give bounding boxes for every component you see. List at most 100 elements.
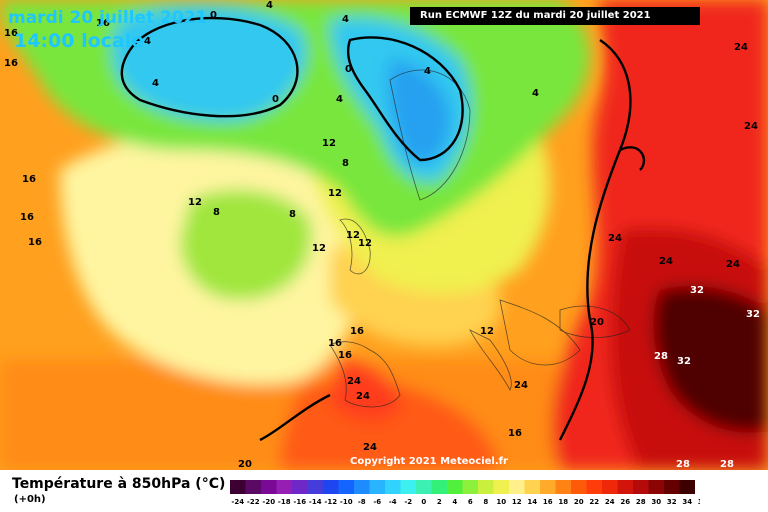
contour-label: 4 [532,88,539,99]
coastline-italy [469,329,512,391]
scale-tick-label: -10 [340,498,353,506]
scale-swatch [509,480,525,494]
scale-swatch [338,480,354,494]
contour-label: 8 [213,207,220,218]
contour-label: 24 [744,121,758,132]
contour-label: 4 [152,78,159,89]
contour-label: 24 [363,442,377,453]
contour-label: 0 [210,10,217,21]
scale-swatch [400,480,416,494]
scale-swatch [478,480,494,494]
contour-label: 24 [726,259,740,270]
contour-label: 12 [188,197,202,208]
contour-label: 16 [20,212,34,223]
scale-swatch [447,480,463,494]
contour-label: 4 [336,94,343,105]
contour-label: 12 [322,138,336,149]
scale-tick-label: 2 [437,498,442,506]
contour-label: 16 [96,18,110,29]
scale-swatch [462,480,478,494]
scale-swatch [276,480,292,494]
contour-label: 12 [312,243,326,254]
contour-label: 20 [590,317,604,328]
contour-label: 28 [654,351,668,362]
contour-label: 12 [328,188,342,199]
scale-swatch [493,480,509,494]
scale-tick-label: 36 [698,498,700,506]
legend-title: Température à 850hPa (°C) [12,476,226,492]
isotherm-twenty-caspian [619,146,646,171]
scale-swatch [354,480,370,494]
scale-swatch [245,480,261,494]
temperature-map: 0 4 16 16 4 0 4 4 4 4 0 4 12 8 12 8 8 12… [0,0,768,470]
contour-label: 16 [338,350,352,361]
contour-label: 12 [358,238,372,249]
run-banner: Run ECMWF 12Z du mardi 20 juillet 2021 [410,7,700,25]
contour-label: 4 [424,66,431,77]
scale-swatch [571,480,587,494]
scale-tick-label: -2 [404,498,412,506]
scale-swatch [617,480,633,494]
scale-tick-label: 30 [651,498,661,506]
scale-swatch [664,480,680,494]
contour-label: 16 [28,237,42,248]
contour-label: 12 [346,230,360,241]
scale-tick-label: 8 [483,498,488,506]
scale-swatch [416,480,432,494]
scale-swatch [555,480,571,494]
contour-label: 8 [342,158,349,169]
contour-label: 16 [4,58,18,69]
scale-swatch [679,480,695,494]
contour-label: 16 [508,428,522,439]
legend-subtitle: (+0h) [14,494,46,505]
scale-tick-label: 16 [543,498,553,506]
scale-swatch [369,480,385,494]
isotherm-twenty-east [558,39,632,441]
temp-zone-atlantic-green [180,189,312,300]
scale-tick-label: 28 [636,498,646,506]
scale-tick-label: 34 [682,498,692,506]
contour-label: 4 [266,0,273,11]
scale-swatch [307,480,323,494]
contour-label: 16 [22,174,36,185]
temp-zone-coldest-scandinavia [388,60,450,163]
scale-tick-label: -20 [262,498,275,506]
coastline-iberia [329,341,401,408]
scale-swatch [230,480,246,494]
coastline-balkans [499,299,581,366]
scale-swatch [385,480,401,494]
scale-tick-label: 20 [574,498,584,506]
scale-tick-label: 24 [605,498,615,506]
scale-swatch [540,480,556,494]
contour-label: 32 [677,356,691,367]
contour-label: 32 [746,309,760,320]
temp-zone-cold-northwest [112,6,307,121]
scale-tick-label: 12 [512,498,522,506]
copyright-text: Copyright 2021 Meteociel.fr [350,456,508,467]
contour-label: 24 [347,376,361,387]
contour-label: 24 [514,380,528,391]
scale-swatch [292,480,308,494]
scale-swatch [261,480,277,494]
scale-swatch [323,480,339,494]
scale-tick-label: 22 [589,498,599,506]
scale-tick-label: -14 [309,498,322,506]
coastline-britain [339,218,371,275]
scale-tick-label: -12 [324,498,337,506]
scale-tick-label: -4 [389,498,397,506]
scale-tick-label: 4 [452,498,457,506]
contour-label: 24 [608,233,622,244]
scale-swatch [633,480,649,494]
scale-tick-label: -22 [247,498,260,506]
contour-label: 4 [342,14,349,25]
scale-tick-label: -8 [358,498,366,506]
scale-tick-label: -16 [293,498,306,506]
isotherm-zero-scandinavia [346,36,464,162]
map-canvas [0,0,768,470]
color-scale: -24 -22 -20 -18 -16 -14 -12 -10 -8 -6 -4 -2 0 2 4 6 8 10 1… [230,480,700,506]
contour-label: 32 [690,285,704,296]
contour-label: 16 [4,28,18,39]
contour-label: 24 [356,391,370,402]
contour-label: 20 [238,459,252,470]
scale-swatch [586,480,602,494]
